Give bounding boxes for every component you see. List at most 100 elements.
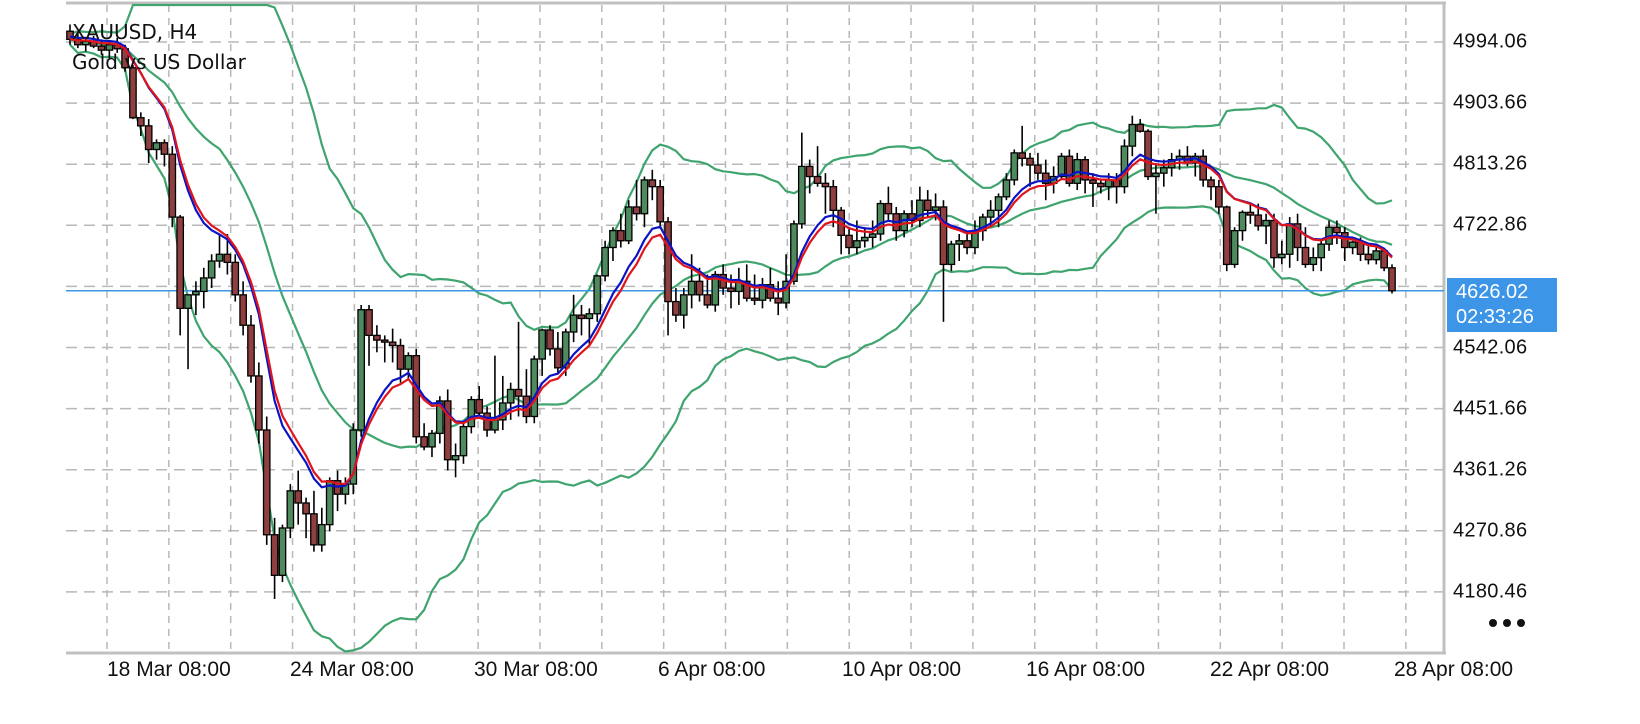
candle-bearish — [1034, 164, 1042, 174]
price-tick-label: 4361.26 — [1453, 458, 1528, 481]
candle-bullish — [853, 240, 861, 249]
price-tick-label: 4270.86 — [1453, 519, 1528, 542]
candle-bullish — [1152, 172, 1160, 178]
candle-bullish — [797, 165, 806, 225]
candle-bearish — [554, 348, 562, 369]
candle-bullish — [207, 260, 216, 279]
moving-average-blue — [69, 35, 1393, 489]
price-tick-label: 4722.86 — [1453, 213, 1528, 236]
candle-bearish — [136, 117, 145, 127]
more-horizontal-icon — [1503, 619, 1511, 627]
time-tick-label: 16 Apr 08:00 — [1026, 658, 1146, 681]
candle-bearish — [443, 400, 452, 461]
candle-bearish — [1207, 179, 1215, 188]
candle-bearish — [1215, 186, 1223, 208]
candle-bearish — [160, 142, 169, 155]
candle-bearish — [1065, 155, 1074, 184]
candle-bearish — [1081, 158, 1089, 181]
candle-bearish — [939, 206, 948, 266]
current-price-value: 4626.02 — [1456, 281, 1529, 303]
candle-bullish — [192, 290, 200, 296]
candle-bullish — [876, 202, 885, 235]
candle-bullish — [900, 213, 908, 232]
candle-bullish — [585, 313, 594, 320]
candle-bullish — [1238, 211, 1247, 232]
candle-bullish — [569, 314, 578, 333]
candle-bearish — [703, 294, 712, 306]
candle-bullish — [609, 229, 617, 249]
candle-bullish — [1277, 253, 1286, 259]
time-tick-label: 6 Apr 08:00 — [658, 658, 766, 681]
candle-bullish — [640, 179, 649, 215]
candle-bullish — [317, 523, 326, 546]
candle-bearish — [805, 165, 814, 178]
candle-bullish — [1010, 152, 1019, 181]
price-tick-label: 4813.26 — [1453, 152, 1528, 175]
candle-bullish — [1120, 145, 1129, 188]
candle-bullish — [1002, 179, 1011, 198]
candle-bullish — [105, 44, 114, 51]
price-tick-label: 4994.06 — [1453, 30, 1528, 53]
candle-bearish — [1041, 172, 1050, 184]
candle-bearish — [223, 253, 232, 264]
candle-bearish — [813, 175, 822, 184]
candle-bearish — [1270, 219, 1278, 259]
candle-bullish — [931, 206, 940, 211]
candle-bullish — [1348, 241, 1357, 249]
candle-bearish — [1301, 246, 1310, 266]
candle-bearish — [97, 45, 106, 51]
candle-bearish — [412, 355, 421, 438]
price-tick-label: 4180.46 — [1453, 580, 1528, 603]
time-tick-label: 18 Mar 08:00 — [107, 658, 231, 681]
candle-bearish — [483, 412, 491, 431]
candle-bullish — [947, 243, 956, 266]
candle-bearish — [1018, 152, 1027, 159]
candle-bearish — [577, 314, 586, 320]
current-price-badge: 4626.02 02:33:26 — [1447, 278, 1557, 332]
candle-bearish — [420, 436, 428, 448]
candle-bullish — [1128, 123, 1137, 147]
candle-bearish — [1026, 157, 1034, 166]
candle-bullish — [467, 398, 476, 428]
candle-bullish — [215, 253, 224, 262]
candle-bearish — [365, 309, 373, 337]
more-options-button[interactable] — [1486, 612, 1532, 634]
candle-bearish — [742, 280, 751, 299]
candle-bearish — [750, 297, 759, 301]
candle-bearish — [144, 125, 153, 151]
candle-bearish — [255, 375, 263, 431]
time-tick-label: 28 Apr 08:00 — [1394, 658, 1514, 681]
candle-bearish — [176, 216, 185, 309]
time-tick-label: 22 Apr 08:00 — [1210, 658, 1330, 681]
moving-average-red — [69, 38, 1393, 485]
candle-bearish — [923, 199, 932, 211]
candle-bearish — [884, 202, 893, 215]
candle-bullish — [561, 331, 570, 369]
candle-bullish — [1057, 155, 1066, 178]
candle-bearish — [1254, 214, 1263, 227]
candle-bullish — [435, 400, 444, 435]
candle-bullish — [1309, 256, 1318, 266]
candle-bullish — [916, 199, 924, 222]
candle-bullish — [184, 294, 192, 309]
price-tick-label: 4903.66 — [1453, 91, 1528, 114]
candle-bearish — [774, 297, 783, 304]
candle-bearish — [845, 234, 853, 249]
candle-bearish — [294, 490, 303, 504]
candle-bearish — [231, 261, 240, 296]
candle-bearish — [656, 186, 665, 223]
bollinger-lower-band — [69, 43, 1393, 653]
candle-bearish — [310, 513, 318, 546]
candle-bearish — [695, 280, 704, 296]
candle-bearish — [1388, 267, 1396, 292]
candle-bullish — [687, 280, 696, 296]
candle-bullish — [711, 273, 720, 306]
candle-bearish — [1089, 179, 1097, 184]
candle-bearish — [388, 341, 397, 347]
candle-bearish — [1096, 182, 1105, 188]
candle-bullish — [994, 196, 1003, 211]
candle-bearish — [766, 284, 775, 299]
candle-bullish — [1372, 250, 1381, 261]
